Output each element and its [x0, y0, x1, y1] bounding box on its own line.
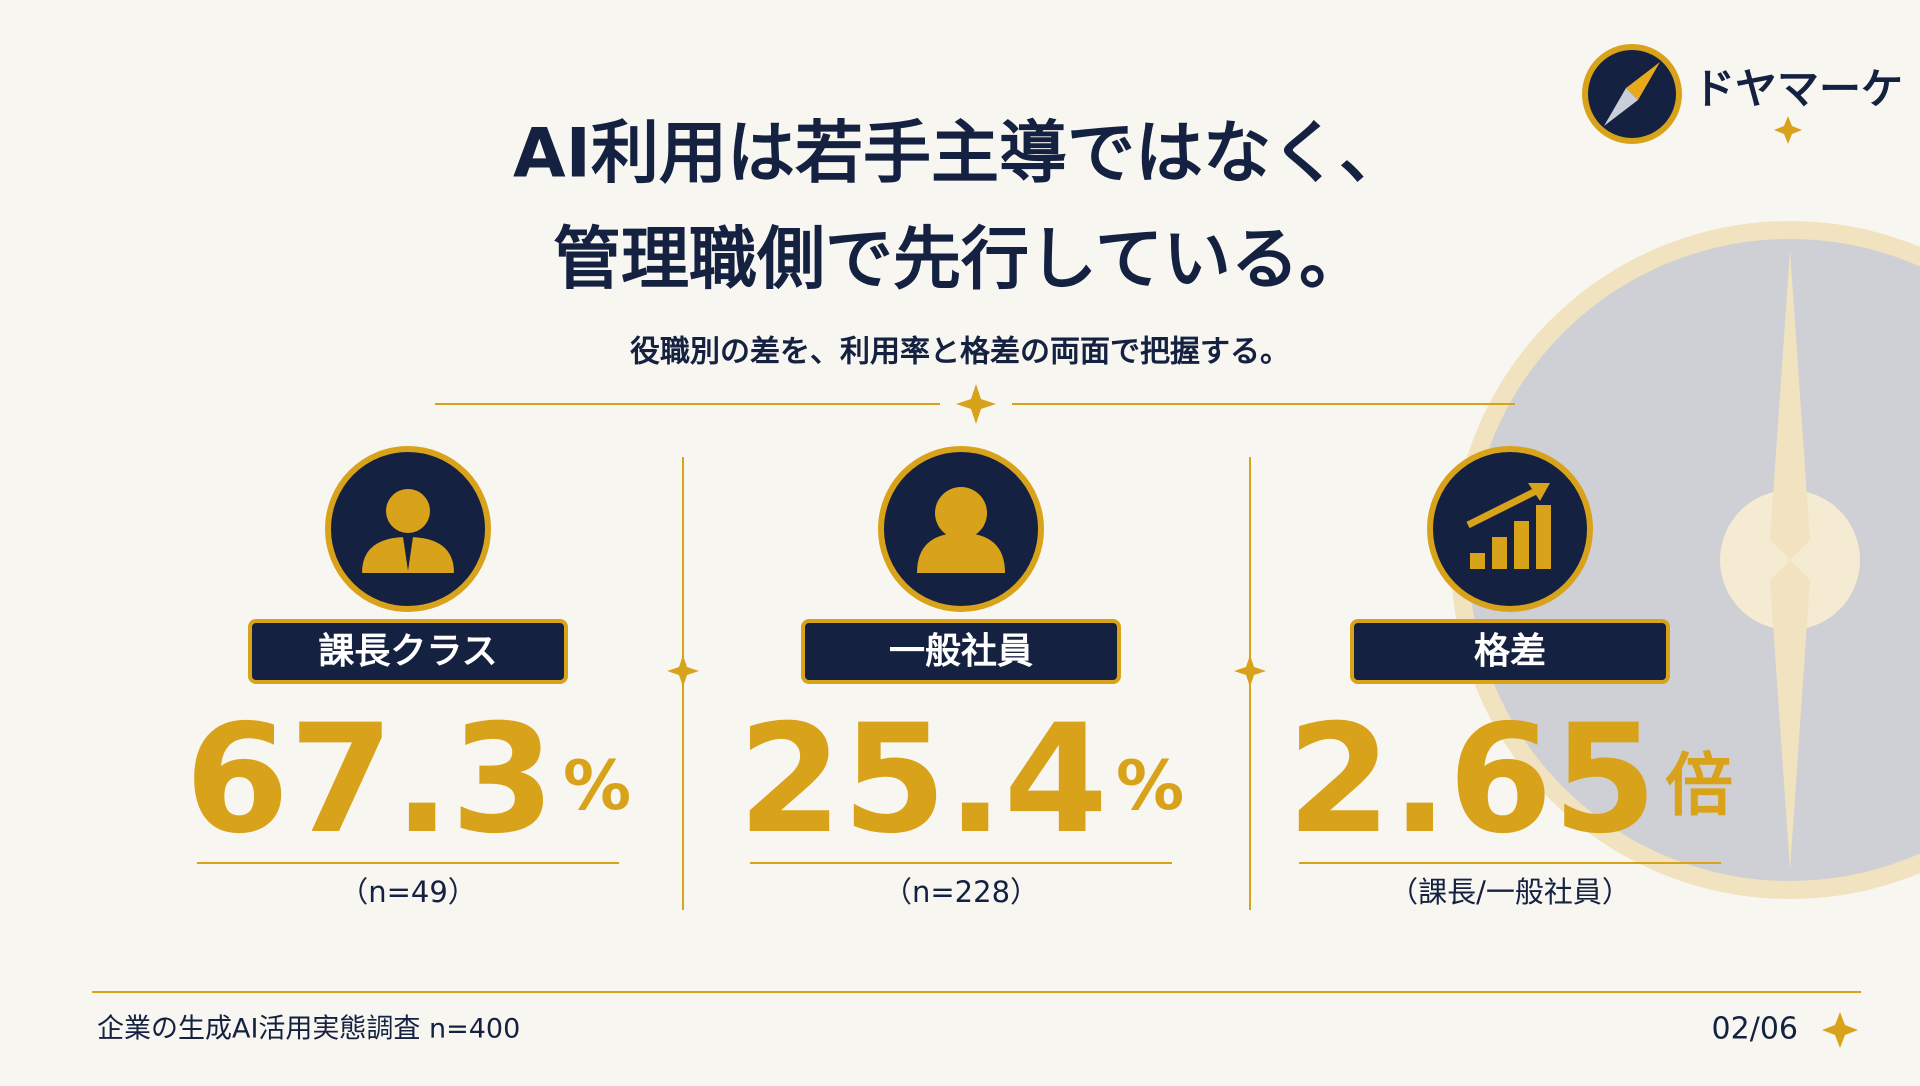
logo-text: ドヤマーケ	[1693, 65, 1903, 114]
icon-shape	[1492, 537, 1507, 569]
card: 一般社員 25.4 % （n=228）	[738, 446, 1184, 909]
card-value: 67.3	[185, 693, 555, 867]
icon-shape	[917, 533, 1005, 573]
card-unit: 倍	[1665, 747, 1733, 826]
card-value-group: 25.4%	[738, 693, 1184, 867]
card-value: 2.65	[1287, 693, 1657, 867]
label-box	[801, 619, 1121, 684]
card-note: （n=49）	[339, 875, 477, 909]
label-box	[248, 619, 568, 684]
card: 格差 2.65 倍 （課長/一般社員）	[1287, 446, 1733, 909]
card-value-group: 67.3%	[185, 693, 631, 867]
icon-shape	[403, 537, 413, 571]
divider	[435, 384, 1515, 424]
cards: 課長クラス 67.3 % （n=49） 一般社員 25.4 % （n=228） 格差 2.65 倍 （…	[185, 446, 1733, 909]
icon-shape	[935, 487, 987, 539]
icon-shape	[1528, 483, 1550, 501]
card-unit: %	[1116, 747, 1184, 826]
subtitle: 役職別の差を、利用率と格差の両面で把握する。	[630, 335, 1290, 370]
card-value: 25.4	[738, 693, 1108, 867]
card: 課長クラス 67.3 % （n=49）	[185, 446, 631, 909]
star	[1822, 1012, 1858, 1048]
card-label: 一般社員	[889, 631, 1033, 672]
icon-shape	[386, 489, 430, 533]
footer-source: 企業の生成AI活用実態調査 n=400	[97, 1014, 520, 1045]
icon-shape	[1466, 485, 1542, 529]
card-note: （n=228）	[883, 875, 1039, 909]
label-box	[1350, 619, 1670, 684]
title-line: AI利用は若手主導ではなく、	[513, 115, 1407, 194]
column-separators	[667, 457, 1266, 910]
compass-decoration	[1451, 221, 1920, 899]
card-label: 課長クラス	[318, 631, 497, 672]
card-note: （課長/一般社員）	[1389, 875, 1631, 909]
card-unit: %	[563, 747, 631, 826]
title-line: 管理職側で先行している。	[553, 221, 1367, 300]
icon-shape	[1514, 521, 1529, 569]
card-value-group: 2.65 倍	[1287, 693, 1733, 867]
page-number: 02/06	[1712, 1012, 1798, 1047]
icon-circle	[1427, 446, 1593, 612]
card-label: 格差	[1474, 631, 1546, 672]
logo: ドヤマーケ	[1582, 44, 1903, 144]
icon-shape	[1470, 553, 1485, 569]
icon-shape	[1536, 505, 1551, 569]
